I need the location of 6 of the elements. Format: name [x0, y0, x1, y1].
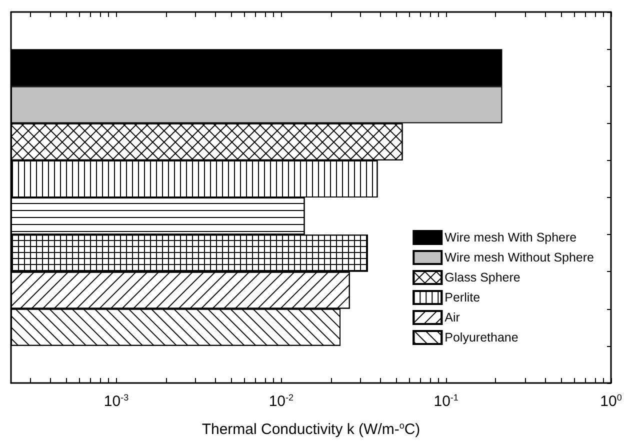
legend-label: Wire mesh Without Sphere: [444, 250, 594, 264]
legend-label: Wire mesh With Sphere: [444, 230, 577, 244]
legend-label: Perlite: [444, 290, 480, 304]
legend-label: Polyurethane: [444, 330, 518, 344]
legend-label: Glass Sphere: [444, 270, 520, 284]
legend-label: Air: [444, 310, 460, 324]
